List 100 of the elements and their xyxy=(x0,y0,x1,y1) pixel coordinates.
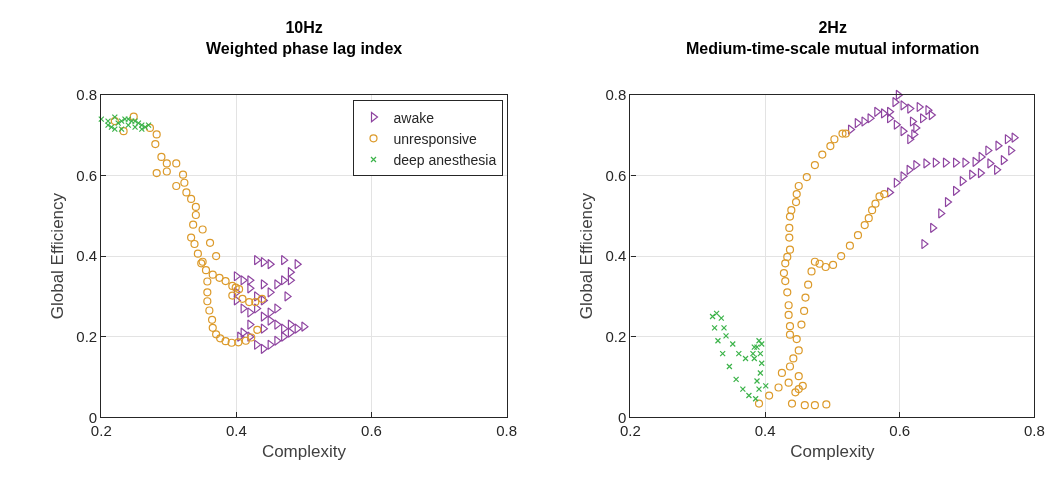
y-axis-title: Global Efficiency xyxy=(577,192,597,320)
point xyxy=(187,194,196,203)
point xyxy=(821,262,830,272)
point xyxy=(784,310,793,320)
point xyxy=(267,339,275,350)
point xyxy=(203,288,212,297)
point xyxy=(191,210,200,220)
point xyxy=(752,395,759,402)
point xyxy=(860,220,869,230)
point xyxy=(1004,134,1013,145)
point xyxy=(781,259,790,268)
x-tick-label: 0.8 xyxy=(496,422,517,440)
point xyxy=(735,350,742,357)
point xyxy=(178,170,188,179)
point xyxy=(798,381,807,390)
point xyxy=(794,346,803,355)
point xyxy=(733,376,740,383)
point xyxy=(240,327,248,338)
point xyxy=(784,301,793,310)
point xyxy=(751,355,758,362)
point xyxy=(722,332,730,339)
point xyxy=(284,291,292,302)
point xyxy=(765,391,774,400)
point xyxy=(977,167,986,179)
point xyxy=(785,322,795,331)
point xyxy=(893,177,901,188)
point xyxy=(287,275,296,286)
point xyxy=(151,139,160,149)
point xyxy=(962,157,970,168)
point xyxy=(944,196,953,208)
point xyxy=(909,116,918,127)
point xyxy=(942,157,951,168)
point xyxy=(191,202,200,212)
point xyxy=(797,320,806,329)
x-tick-label: 0.4 xyxy=(225,422,247,440)
point xyxy=(208,270,217,279)
point xyxy=(251,297,260,307)
point xyxy=(952,185,961,197)
point xyxy=(810,257,819,266)
point xyxy=(208,323,217,332)
point xyxy=(253,325,262,334)
point xyxy=(758,340,765,348)
point xyxy=(785,212,795,221)
point xyxy=(800,401,809,410)
point xyxy=(267,315,275,326)
point xyxy=(281,331,289,342)
point xyxy=(301,321,309,332)
point xyxy=(287,267,296,278)
point xyxy=(787,399,797,408)
point xyxy=(711,324,718,331)
point xyxy=(828,260,838,270)
point xyxy=(245,297,254,307)
point xyxy=(152,168,161,178)
point xyxy=(274,303,282,314)
point xyxy=(783,288,792,297)
point xyxy=(111,113,118,121)
chart-title: 2Hz Medium-time-scale mutual information xyxy=(686,19,980,57)
point xyxy=(227,338,236,347)
point xyxy=(907,134,915,145)
point xyxy=(247,319,255,330)
point xyxy=(162,159,171,168)
point xyxy=(267,287,275,298)
y-tick-label: 0.8 xyxy=(605,86,627,104)
point xyxy=(887,187,895,198)
point xyxy=(785,223,794,232)
point xyxy=(718,315,725,322)
y-tick-label: 0.2 xyxy=(605,327,627,345)
point xyxy=(180,178,189,187)
point xyxy=(837,252,846,261)
point xyxy=(274,335,282,346)
point xyxy=(233,295,241,306)
point xyxy=(234,285,244,294)
point xyxy=(923,158,931,169)
point xyxy=(260,311,268,322)
point xyxy=(260,279,268,290)
point xyxy=(720,324,728,331)
point xyxy=(792,189,801,199)
point xyxy=(779,268,789,278)
point xyxy=(938,208,946,219)
x-axis-title: Complexity xyxy=(261,441,347,461)
point xyxy=(807,267,816,276)
x-axis-title: Complexity xyxy=(790,441,875,461)
point xyxy=(162,167,171,176)
point xyxy=(172,181,181,191)
y-tick-label: 0.6 xyxy=(605,166,627,184)
point xyxy=(207,315,217,324)
point xyxy=(254,291,262,302)
point xyxy=(182,188,191,197)
point xyxy=(215,273,224,282)
point xyxy=(212,330,221,339)
point xyxy=(810,160,819,170)
point xyxy=(187,233,196,242)
point xyxy=(241,336,250,345)
legend-label: awake xyxy=(393,109,435,126)
point xyxy=(221,276,230,286)
y-tick-label: 0.8 xyxy=(76,86,98,104)
legend-label: deep anesthesia xyxy=(393,151,497,168)
point xyxy=(201,266,211,275)
point xyxy=(802,173,811,182)
chart-title: 10Hz Weighted phase lag index xyxy=(206,19,403,57)
